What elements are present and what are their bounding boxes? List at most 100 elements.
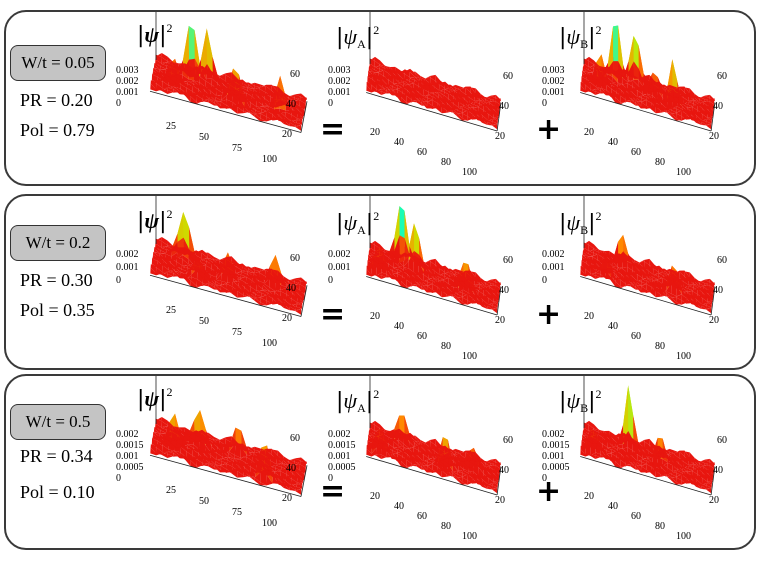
title-sublattice-a: |ψA|2 [336, 23, 380, 51]
x-tick-label: 100 [676, 167, 691, 178]
z-tick-label: 0.003 [328, 65, 351, 76]
y-tick-label: 20 [495, 315, 505, 326]
polarization: Pol = 0.35 [20, 300, 95, 320]
waterfall-plot-a [366, 12, 502, 132]
participation-ratio: PR = 0.34 [20, 446, 93, 466]
x-tick-label: 80 [441, 521, 451, 532]
x-tick-label: 40 [394, 321, 404, 332]
y-tick-label: 40 [286, 283, 296, 294]
title-total-density: |ψ|2 [137, 21, 173, 48]
z-tick-label: 0 [542, 473, 547, 484]
x-tick-label: 25 [166, 305, 176, 316]
y-tick-label: 40 [286, 99, 296, 110]
panel-wt-0-2: W/t = 0.2 PR = 0.30 Pol = 0.35 |ψ|2 |ψA|… [4, 194, 756, 370]
x-tick-label: 50 [199, 132, 209, 143]
title-sublattice-b: |ψB|2 [559, 209, 602, 237]
y-tick-label: 20 [282, 313, 292, 324]
plus-sign: + [536, 112, 562, 147]
panel-wt-0-05: W/t = 0.05 PR = 0.20 Pol = 0.79 |ψ|2 |ψA… [4, 10, 756, 186]
x-tick-label: 100 [462, 531, 477, 542]
z-tick-label: 0.001 [116, 87, 139, 98]
z-tick-label: 0 [116, 98, 121, 109]
y-tick-label: 60 [290, 69, 300, 80]
x-tick-label: 50 [199, 496, 209, 507]
waterfall-plot-a [366, 196, 502, 316]
title-sublattice-a: |ψA|2 [336, 387, 380, 415]
x-tick-label: 20 [584, 127, 594, 138]
y-tick-label: 60 [503, 255, 513, 266]
z-tick-label: 0.001 [328, 262, 351, 273]
y-tick-label: 40 [499, 465, 509, 476]
y-tick-label: 60 [503, 71, 513, 82]
z-tick-label: 0.0015 [328, 440, 356, 451]
z-tick-label: 0.002 [116, 249, 139, 260]
y-tick-label: 60 [290, 433, 300, 444]
x-tick-label: 40 [608, 501, 618, 512]
equals-sign: = [320, 474, 346, 509]
waterfall-plot-b [580, 12, 716, 132]
z-tick-label: 0.001 [116, 262, 139, 273]
x-tick-label: 100 [676, 531, 691, 542]
z-tick-label: 0.001 [542, 87, 565, 98]
x-tick-label: 25 [166, 121, 176, 132]
y-tick-label: 60 [717, 435, 727, 446]
x-tick-label: 60 [631, 511, 641, 522]
panel-wt-0-5: W/t = 0.5 PR = 0.34 Pol = 0.10 |ψ|2 |ψA|… [4, 374, 756, 550]
waterfall-plot-total [149, 196, 308, 317]
y-tick-label: 60 [503, 435, 513, 446]
waterfall-plot-total [149, 376, 308, 497]
x-tick-label: 80 [441, 341, 451, 352]
z-tick-label: 0.002 [542, 76, 565, 87]
x-tick-label: 100 [462, 167, 477, 178]
z-tick-label: 0.0005 [542, 462, 570, 473]
z-tick-label: 0 [542, 275, 547, 286]
z-tick-label: 0.003 [542, 65, 565, 76]
z-tick-label: 0 [328, 473, 333, 484]
x-tick-label: 20 [370, 127, 380, 138]
y-tick-label: 20 [709, 315, 719, 326]
z-tick-label: 0.003 [116, 65, 139, 76]
z-tick-label: 0.002 [328, 249, 351, 260]
x-tick-label: 80 [655, 341, 665, 352]
waterfall-plot-b [580, 196, 716, 316]
title-total-density: |ψ|2 [137, 385, 173, 412]
x-tick-label: 25 [166, 485, 176, 496]
title-sublattice-b: |ψB|2 [559, 387, 602, 415]
polarization: Pol = 0.79 [20, 120, 95, 140]
x-tick-label: 60 [417, 147, 427, 158]
title-total-density: |ψ|2 [137, 207, 173, 234]
x-tick-label: 100 [462, 351, 477, 362]
plus-sign: + [536, 297, 562, 332]
z-tick-label: 0 [328, 98, 333, 109]
disorder-badge: W/t = 0.5 [10, 404, 106, 440]
z-tick-label: 0 [116, 473, 121, 484]
y-tick-label: 40 [713, 285, 723, 296]
z-tick-label: 0.002 [328, 429, 351, 440]
y-tick-label: 40 [499, 285, 509, 296]
y-tick-label: 40 [286, 463, 296, 474]
x-tick-label: 60 [631, 331, 641, 342]
x-tick-label: 60 [631, 147, 641, 158]
z-tick-label: 0.0015 [116, 440, 144, 451]
x-tick-label: 20 [370, 491, 380, 502]
z-tick-label: 0.001 [116, 451, 139, 462]
y-tick-label: 20 [495, 495, 505, 506]
title-sublattice-a: |ψA|2 [336, 209, 380, 237]
z-tick-label: 0.002 [328, 76, 351, 87]
y-tick-label: 40 [499, 101, 509, 112]
z-tick-label: 0.001 [542, 262, 565, 273]
x-tick-label: 100 [262, 154, 277, 165]
y-tick-label: 60 [717, 71, 727, 82]
waterfall-plot-a [366, 376, 502, 496]
z-tick-label: 0.002 [116, 429, 139, 440]
x-tick-label: 80 [655, 157, 665, 168]
plus-sign: + [536, 474, 562, 509]
y-tick-label: 20 [495, 131, 505, 142]
disorder-badge: W/t = 0.05 [10, 45, 106, 81]
y-tick-label: 20 [709, 495, 719, 506]
polarization: Pol = 0.10 [20, 482, 95, 502]
x-tick-label: 20 [584, 491, 594, 502]
x-tick-label: 60 [417, 511, 427, 522]
z-tick-label: 0 [328, 275, 333, 286]
y-tick-label: 60 [290, 253, 300, 264]
